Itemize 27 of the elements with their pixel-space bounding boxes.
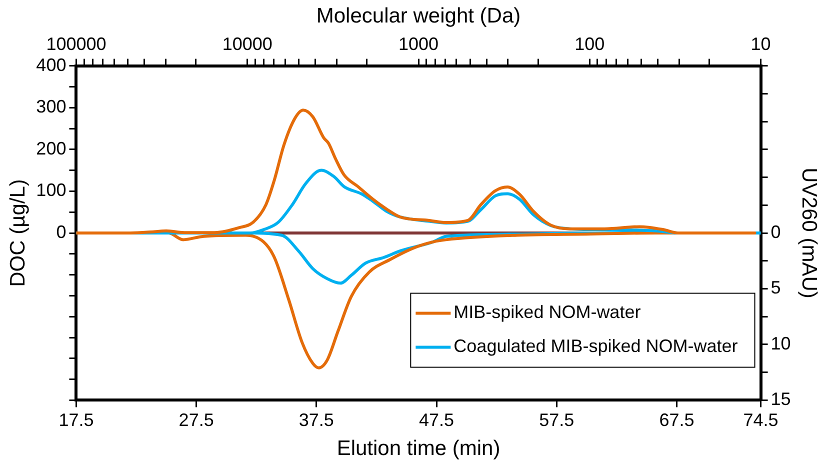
- x2-tick-label: 1000: [398, 34, 439, 54]
- x-tick-label: 74.5: [743, 410, 778, 430]
- y-tick-label: 200: [36, 138, 66, 158]
- x2-tick-label: 100000: [46, 34, 106, 54]
- x-axis-title: Elution time (min): [336, 437, 500, 460]
- x2-tick-label: 100: [574, 34, 605, 54]
- y-axis-title: DOC (µg/L): [6, 179, 30, 287]
- y-tick-label: 100: [36, 180, 66, 200]
- x-tick-label: 67.5: [659, 410, 694, 430]
- y-tick-label: 400: [36, 54, 66, 75]
- x2-axis-title: Molecular weight (Da): [316, 4, 521, 28]
- legend-label: MIB-spiked NOM-water: [454, 302, 641, 322]
- y2-tick-label: 15: [770, 389, 791, 410]
- x-tick-label: 47.5: [418, 410, 454, 430]
- legend-label: Coagulated MIB-spiked NOM-water: [454, 336, 738, 356]
- y-tick-label: 0: [56, 222, 66, 242]
- x2-tick-label: 10000: [222, 34, 272, 54]
- y2-tick-label: 10: [770, 333, 791, 354]
- y2-axis-title: UV260 (mAU): [798, 168, 821, 298]
- x-tick-label: 37.5: [298, 410, 334, 430]
- y2-tick-label: 0: [770, 222, 781, 242]
- y-tick-label: 300: [36, 96, 66, 117]
- x2-tick-label: 10: [750, 34, 771, 54]
- y2-tick-label: 5: [770, 278, 781, 298]
- x-tick-label: 27.5: [178, 410, 214, 430]
- x-tick-label: 17.5: [58, 410, 94, 430]
- x-tick-label: 57.5: [539, 410, 574, 430]
